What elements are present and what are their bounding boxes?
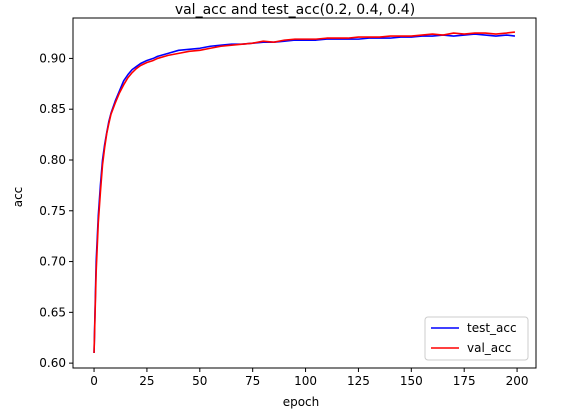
plot-area: 0 25 50 75 100 125 150 175 200 0.60 0.65 0.70 0.75 0.… (39, 17, 537, 388)
legend-label-val-acc: val_acc (467, 341, 511, 355)
x-tick-label: 75 (245, 374, 260, 388)
x-tick-label: 0 (90, 374, 98, 388)
x-tick-label: 50 (192, 374, 207, 388)
x-tick-label: 100 (294, 374, 317, 388)
y-tick-label: 0.70 (39, 255, 66, 269)
plot-frame (72, 17, 537, 369)
x-tick-label: 200 (506, 374, 529, 388)
legend-label-test-acc: test_acc (467, 321, 517, 335)
y-tick-label: 0.65 (39, 305, 66, 319)
x-tick-label: 150 (400, 374, 423, 388)
chart-title: val_acc and test_acc(0.2, 0.4, 0.4) (175, 2, 415, 18)
x-tick-label: 25 (139, 374, 154, 388)
y-tick-label: 0.85 (39, 102, 66, 116)
series-line-val-acc (93, 31, 516, 353)
y-tick-label: 0.90 (39, 51, 66, 65)
x-axis-label: epoch (283, 395, 320, 409)
y-axis-label: acc (11, 187, 25, 208)
y-tick-label: 0.80 (39, 153, 66, 167)
series-line-test-acc (93, 33, 516, 353)
x-tick-label: 125 (347, 374, 370, 388)
y-tick-label: 0.60 (39, 356, 66, 370)
y-tick-label: 0.75 (39, 204, 66, 218)
x-tick-label: 175 (453, 374, 476, 388)
legend: test_acc val_acc (424, 316, 529, 361)
